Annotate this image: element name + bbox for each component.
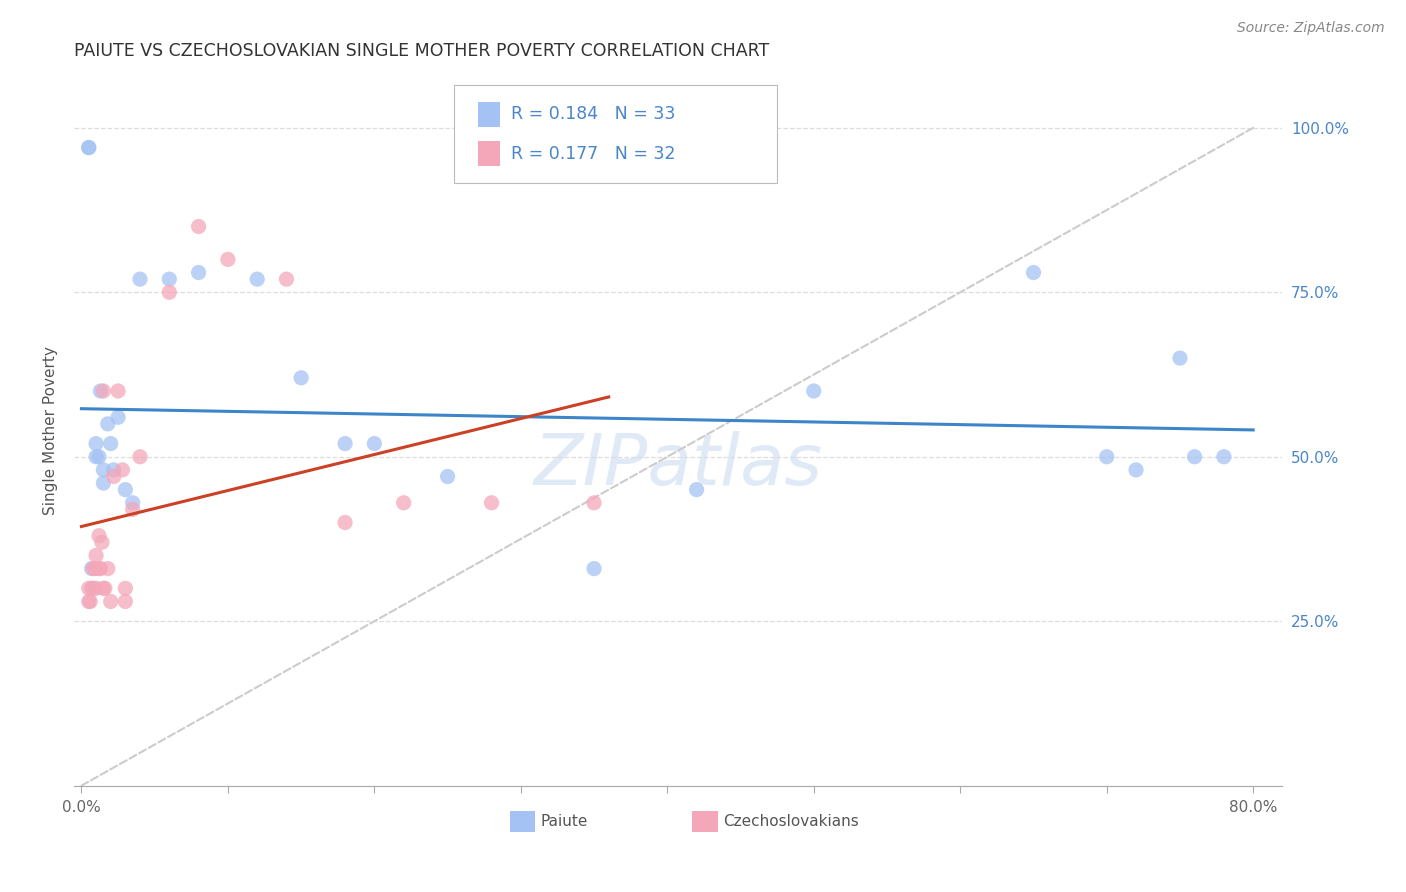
- Point: [84, 450, 107, 464]
- Point: [1168, 351, 1191, 365]
- Text: Source: ZipAtlas.com: Source: ZipAtlas.com: [1237, 21, 1385, 35]
- Point: [77, 140, 100, 154]
- Point: [84, 582, 107, 596]
- Point: [157, 272, 180, 286]
- Point: [276, 272, 298, 286]
- Point: [103, 469, 125, 483]
- Point: [217, 252, 239, 267]
- Point: [187, 219, 209, 234]
- Point: [290, 371, 312, 385]
- Point: [129, 272, 152, 286]
- Point: [77, 594, 100, 608]
- Y-axis label: Single Mother Poverty: Single Mother Poverty: [44, 346, 58, 515]
- Point: [1095, 450, 1118, 464]
- Point: [333, 436, 356, 450]
- Point: [583, 561, 606, 575]
- Point: [93, 384, 115, 398]
- Text: R = 0.177   N = 32: R = 0.177 N = 32: [512, 145, 676, 162]
- Point: [80, 561, 103, 575]
- Point: [94, 582, 117, 596]
- Point: [83, 561, 105, 575]
- Point: [114, 594, 136, 608]
- Point: [1184, 450, 1206, 464]
- Point: [583, 496, 606, 510]
- Point: [84, 436, 107, 450]
- Point: [89, 384, 111, 398]
- Point: [1125, 463, 1147, 477]
- Text: PAIUTE VS CZECHOSLOVAKIAN SINGLE MOTHER POVERTY CORRELATION CHART: PAIUTE VS CZECHOSLOVAKIAN SINGLE MOTHER …: [75, 42, 769, 60]
- Point: [93, 582, 115, 596]
- Point: [685, 483, 707, 497]
- Point: [111, 463, 134, 477]
- Point: [481, 496, 503, 510]
- Point: [363, 436, 385, 450]
- Point: [129, 450, 152, 464]
- Point: [97, 561, 120, 575]
- Point: [107, 384, 129, 398]
- Point: [121, 502, 143, 516]
- Point: [84, 549, 107, 563]
- Text: Paiute: Paiute: [540, 814, 588, 829]
- Point: [100, 436, 122, 450]
- Text: ZIPatlas: ZIPatlas: [534, 432, 823, 500]
- Point: [392, 496, 415, 510]
- Point: [82, 561, 104, 575]
- Point: [93, 463, 115, 477]
- Point: [114, 582, 136, 596]
- Point: [187, 266, 209, 280]
- Point: [80, 582, 103, 596]
- Point: [121, 496, 143, 510]
- Point: [333, 516, 356, 530]
- Point: [103, 463, 125, 477]
- Text: Czechoslovakians: Czechoslovakians: [723, 814, 859, 829]
- Point: [77, 582, 100, 596]
- Point: [79, 594, 101, 608]
- Point: [82, 582, 104, 596]
- Point: [97, 417, 120, 431]
- Point: [1212, 450, 1234, 464]
- Point: [93, 476, 115, 491]
- Point: [107, 410, 129, 425]
- Point: [803, 384, 825, 398]
- Point: [114, 483, 136, 497]
- Point: [87, 450, 110, 464]
- Point: [87, 529, 110, 543]
- Point: [436, 469, 458, 483]
- Point: [89, 561, 111, 575]
- Point: [157, 285, 180, 300]
- Point: [100, 594, 122, 608]
- Point: [87, 561, 110, 575]
- Point: [77, 140, 100, 154]
- Text: R = 0.184   N = 33: R = 0.184 N = 33: [512, 105, 676, 123]
- Point: [90, 535, 112, 549]
- Point: [1022, 266, 1045, 280]
- Point: [246, 272, 269, 286]
